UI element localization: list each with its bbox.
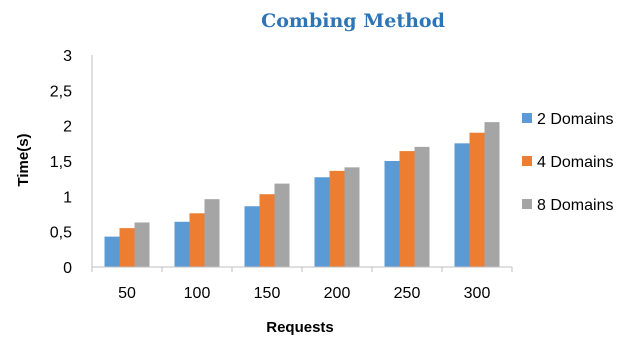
bars [104,122,500,267]
legend: 2 Domains 4 Domains 8 Domains [522,111,613,214]
bar [274,183,290,267]
bar [414,146,430,267]
bar [399,151,415,267]
y-axis-label: Time(s) [15,133,32,186]
x-tick-label: 250 [394,285,421,302]
legend-swatch [522,199,532,209]
y-tick-label: 1,5 [50,154,72,171]
bar [329,170,345,267]
x-axis-label: Requests [266,319,334,336]
legend-swatch [522,113,532,123]
x-tick-labels: 50 100 150 200 250 300 [118,285,490,302]
bar [204,199,220,267]
bar [244,206,260,267]
bar [174,221,190,267]
x-tick-label: 150 [254,285,281,302]
y-tick-label: 0,5 [50,225,72,242]
x-tick-label: 50 [118,285,136,302]
y-tick-label: 0 [63,260,72,277]
y-tick-label: 1 [63,189,72,206]
x-tick-label: 100 [184,285,211,302]
bar [484,122,500,267]
bar [454,143,470,267]
bar [259,194,275,267]
legend-swatch [522,156,532,166]
legend-label: 2 Domains [537,111,613,128]
bar [134,222,150,267]
chart-title: Combing Method [261,10,445,32]
bar [344,167,360,267]
bar [119,228,135,267]
y-tick-label: 2,5 [50,83,72,100]
legend-label: 8 Domains [537,197,613,214]
bar [469,132,485,267]
bar [104,236,120,267]
x-tick-label: 300 [464,285,491,302]
y-tick-labels: 0 0,5 1 1,5 2 2,5 3 [50,48,72,277]
y-tick-label: 3 [63,48,72,65]
y-tick-label: 2 [63,119,72,136]
x-tick-label: 200 [324,285,351,302]
bar [384,161,400,267]
bar [189,213,205,267]
axes [91,55,513,272]
legend-label: 4 Domains [537,154,613,171]
bar [314,177,330,267]
